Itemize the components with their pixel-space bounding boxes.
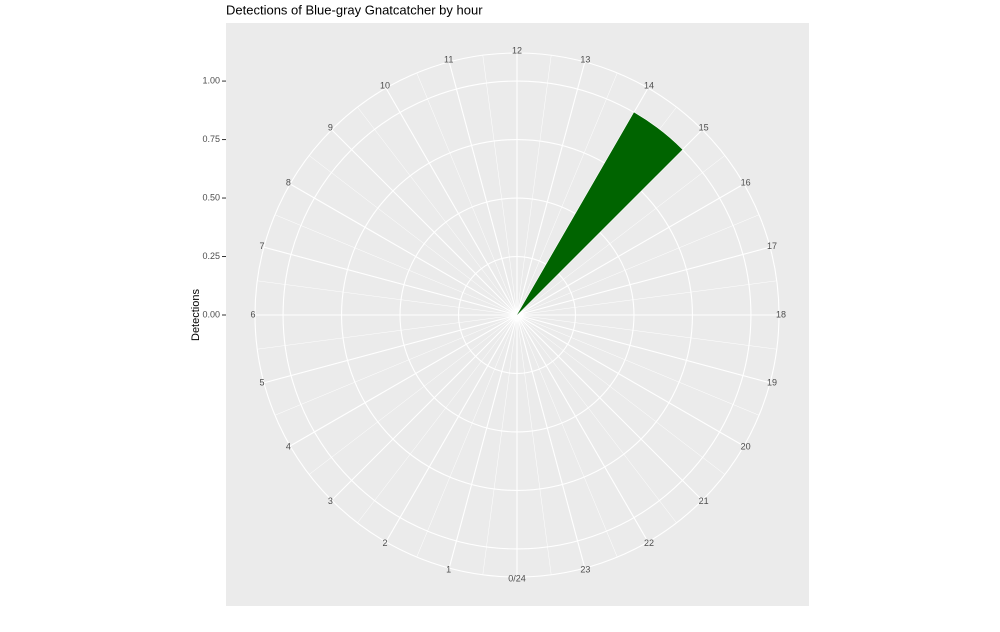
x-tick-label: 19	[767, 378, 777, 388]
x-tick-label: 13	[580, 54, 590, 64]
x-tick-label: 10	[380, 81, 390, 91]
minor-grid-line	[516, 314, 552, 575]
y-tick-label: 0.25	[202, 251, 220, 261]
minor-grid-line	[516, 72, 618, 316]
x-tick-label: 23	[580, 564, 590, 574]
minor-grid-line	[357, 106, 518, 316]
grid-line	[385, 87, 518, 316]
x-tick-label: 9	[328, 123, 333, 133]
minor-grid-line	[482, 55, 518, 316]
grid-line	[289, 183, 518, 316]
minor-grid-line	[308, 314, 518, 475]
x-tick-label: 14	[644, 81, 654, 91]
x-tick-label: 2	[382, 538, 387, 548]
x-tick-label: 7	[259, 241, 264, 251]
minor-grid-line	[257, 280, 518, 316]
chart-title: Detections of Blue-gray Gnatcatcher by h…	[226, 2, 483, 17]
grid-line	[263, 246, 518, 316]
minor-grid-line	[416, 314, 518, 558]
minor-grid-line	[257, 314, 518, 350]
x-tick-label: 8	[286, 177, 291, 187]
grid-line	[516, 314, 586, 569]
bar	[517, 112, 683, 315]
grid-line	[516, 314, 771, 384]
grid-line	[448, 61, 518, 316]
minor-grid-line	[516, 214, 760, 316]
grid-line	[263, 314, 518, 384]
minor-grid-line	[516, 314, 777, 350]
minor-grid-line	[516, 280, 777, 316]
minor-grid-line	[516, 314, 760, 416]
minor-grid-line	[516, 314, 726, 475]
y-tick-label: 0.00	[202, 309, 220, 319]
x-tick-label: 12	[512, 45, 522, 55]
x-tick-label: 4	[286, 441, 291, 451]
y-tick-label: 0.75	[202, 134, 220, 144]
grid-line	[516, 246, 771, 316]
grid-line	[448, 314, 518, 569]
x-tick-label: 6	[250, 309, 255, 319]
x-tick-label: 22	[644, 538, 654, 548]
minor-grid-line	[274, 214, 518, 316]
x-tick-label: 17	[767, 241, 777, 251]
y-tick-label: 0.50	[202, 192, 220, 202]
grid-line	[516, 314, 703, 501]
y-axis-title: Detections	[190, 289, 202, 341]
x-tick-label: 5	[259, 378, 264, 388]
grid-line	[516, 314, 649, 543]
grid-line	[385, 314, 518, 543]
x-tick-label: 21	[699, 496, 709, 506]
x-tick-label: 3	[328, 496, 333, 506]
grid-line	[516, 314, 745, 447]
grid-line	[516, 61, 586, 316]
minor-grid-line	[516, 314, 677, 524]
x-tick-label: 16	[741, 177, 751, 187]
minor-grid-line	[274, 314, 518, 416]
minor-grid-line	[516, 55, 552, 316]
grid-line	[331, 314, 518, 501]
minor-grid-line	[516, 155, 726, 316]
minor-grid-line	[357, 314, 518, 524]
x-tick-label: 0/24	[508, 573, 526, 583]
minor-grid-line	[516, 314, 618, 558]
x-tick-label: 18	[776, 309, 786, 319]
x-tick-label: 20	[741, 441, 751, 451]
grid-line	[516, 183, 745, 316]
minor-grid-line	[308, 155, 518, 316]
grid-line	[289, 314, 518, 447]
x-tick-label: 15	[699, 123, 709, 133]
minor-grid-line	[482, 314, 518, 575]
grid-line	[331, 129, 518, 316]
minor-grid-line	[416, 72, 518, 316]
y-tick-label: 1.00	[202, 75, 220, 85]
x-tick-label: 1	[446, 564, 451, 574]
x-tick-label: 11	[444, 54, 453, 64]
